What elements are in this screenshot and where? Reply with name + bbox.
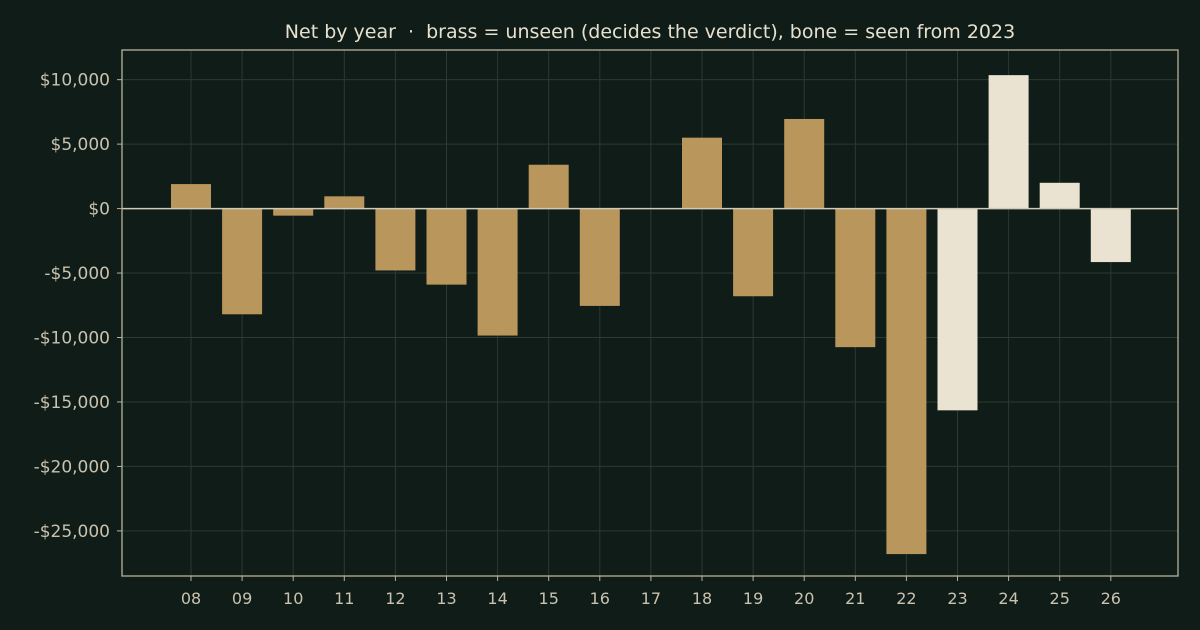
bar-unseen-16 [579,208,620,306]
bar-unseen-19 [733,208,774,297]
x-tick-label: 26 [1101,589,1121,608]
y-tick-label: -$20,000 [34,457,110,477]
y-tick-label: -$10,000 [34,328,110,348]
bar-seen-25 [1039,182,1080,209]
x-tick-label: 18 [692,589,712,608]
bar-unseen-22 [886,208,927,555]
x-tick-label: 24 [998,589,1018,608]
x-tick-label: 22 [896,589,916,608]
bar-seen-24 [988,75,1029,209]
x-tick-label: 14 [487,589,507,608]
bar-unseen-20 [784,118,825,209]
bar-unseen-12 [375,208,416,271]
x-tick-label: 08 [181,589,201,608]
bar-seen-23 [937,208,978,411]
y-tick-label: -$25,000 [34,522,110,542]
bar-unseen-13 [426,208,467,285]
y-tick-label: $0 [88,200,110,220]
x-tick-label: 19 [743,589,763,608]
y-tick-label: -$5,000 [44,264,110,284]
x-tick-label: 16 [590,589,610,608]
bar-unseen-15 [528,164,569,209]
x-tick-label: 21 [845,589,865,608]
bar-unseen-08 [171,184,211,209]
bar-unseen-11 [324,196,365,209]
x-tick-label: 15 [539,589,559,608]
x-tick-label: 13 [436,589,456,608]
y-tick-label: -$15,000 [34,393,110,413]
x-tick-label: 11 [334,589,354,608]
x-tick-label: 23 [947,589,967,608]
x-tick-label: 10 [283,589,303,608]
x-tick-label: 25 [1050,589,1070,608]
x-tick-label: 12 [385,589,405,608]
x-tick-label: 17 [641,589,661,608]
x-tick-label: 20 [794,589,814,608]
chart-title: Net by year · brass = unseen (decides th… [285,21,1015,43]
x-tick-label: 09 [232,589,252,608]
axis-layer: $10,000 $5,000 $0 -$5,000 -$10,000 -$15,000 -$… [34,71,1121,608]
bar-unseen-14 [477,208,518,336]
y-tick-label: $10,000 [40,71,110,91]
plot-frame [121,49,1179,577]
bar-seen-26 [1090,208,1131,263]
bar-unseen-21 [835,208,876,348]
bar-unseen-10 [273,208,314,216]
bar-unseen-09 [222,208,263,315]
y-tick-label: $5,000 [51,135,110,155]
bar-unseen-18 [682,137,722,209]
bar-layer [171,75,1131,555]
